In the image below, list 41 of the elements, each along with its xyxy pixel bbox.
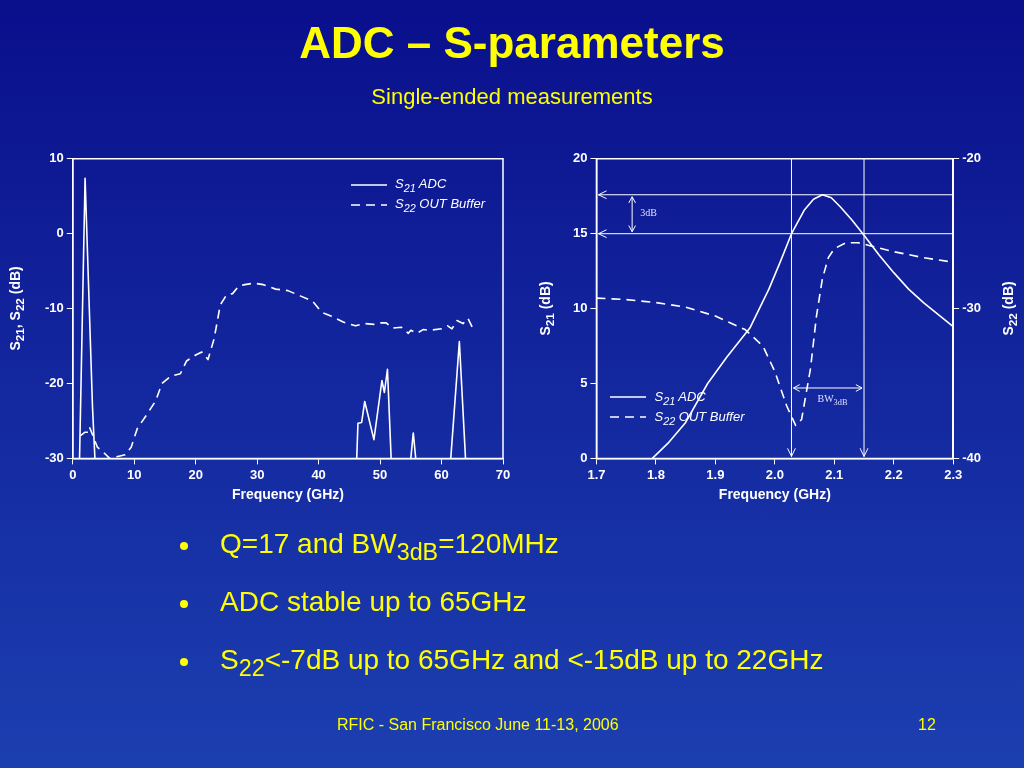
text: 12 (918, 716, 936, 734)
x-tick-label: 0 (69, 466, 77, 482)
x-tick-label: 50 (372, 466, 388, 482)
x-tick-label: 20 (188, 466, 203, 482)
y-tick-label: 10 (49, 150, 64, 166)
legend-label: S$_{22}$ OUT Buffer (395, 196, 486, 214)
chart-title: ADC – S-parameters (298, 18, 726, 68)
chart-subtitle: Single-ended measurements (370, 84, 654, 110)
x-tick-label: 2.1 (825, 466, 844, 482)
x-axis-title: Frequency (GHz) (231, 486, 344, 503)
x-tick-label: 30 (249, 466, 265, 482)
text: RFIC - San Francisco June 11-13, 2006 (337, 716, 619, 734)
x-axis-title: Frequency (GHz) (718, 486, 831, 503)
x-tick-label: 1.7 (587, 466, 606, 482)
y-tick-label: 20 (572, 150, 588, 166)
y-tick-label: 15 (572, 225, 588, 241)
x-tick-label: 2.3 (944, 466, 963, 482)
x-tick-label: 70 (495, 466, 511, 482)
annotation: BW$_{3dB}$ (817, 392, 848, 407)
y-tick-label: 0 (580, 449, 588, 465)
y2-tick-label: -40 (962, 449, 982, 465)
y-tick-label: -20 (44, 375, 64, 391)
legend-label: S$_{21}$ ADC (395, 176, 447, 194)
y-tick-label: 10 (572, 300, 588, 316)
x-tick-label: 2.2 (884, 466, 903, 482)
y2-tick-label: -20 (962, 150, 982, 166)
text: Q=17 and BW$_{3dB}$=120MHz (219, 528, 560, 567)
y-tick-label: -30 (44, 449, 64, 465)
y-tick-label: 0 (56, 225, 64, 241)
y-tick-label: 5 (580, 375, 588, 391)
x-tick-label: 10 (127, 466, 142, 482)
text: ADC stable up to 65GHz (219, 586, 528, 619)
x-tick-label: 60 (434, 466, 449, 482)
annotation: 3dB (640, 206, 657, 218)
text: S$_{22}$<-7dB up to 65GHz and <-15dB up to 22GHz (219, 644, 824, 683)
y2-tick-label: -30 (962, 300, 982, 316)
x-tick-label: 2.0 (765, 466, 784, 482)
x-tick-label: 1.8 (646, 466, 665, 482)
x-tick-label: 40 (311, 466, 326, 482)
x-tick-label: 1.9 (706, 466, 725, 482)
y-tick-label: -10 (44, 300, 64, 316)
